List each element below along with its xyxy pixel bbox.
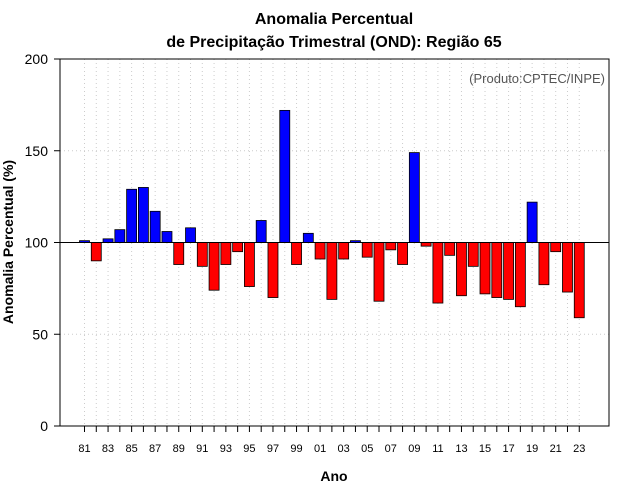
x-tick-label: 01 [314, 443, 326, 455]
x-tick-label: 81 [78, 443, 90, 455]
x-tick-label: 91 [196, 443, 208, 455]
credit-text: (Produto:CPTEC/INPE) [469, 71, 605, 86]
bar-85 [126, 188, 138, 243]
bar-15 [479, 242, 491, 295]
bar-20 [538, 242, 550, 286]
bar-84 [114, 229, 126, 243]
bar-13 [456, 242, 467, 297]
x-tick-label: 09 [408, 443, 420, 455]
bar-94 [232, 242, 244, 253]
bar-21 [550, 242, 562, 253]
bar-92 [208, 242, 220, 291]
x-tick-label: 07 [385, 443, 397, 455]
bar-08 [397, 242, 408, 265]
bar-87 [149, 210, 161, 243]
y-tick-label: 100 [25, 235, 49, 251]
x-tick-label: 19 [526, 443, 538, 455]
x-tick-label: 97 [267, 443, 279, 455]
x-tick-label: 99 [290, 443, 302, 455]
bar-14 [467, 242, 479, 267]
bar-98 [279, 109, 291, 243]
bar-02 [326, 242, 338, 300]
x-tick-label: 89 [173, 443, 185, 455]
x-axis-label: Ano [320, 468, 347, 484]
y-axis-label: Anomalia Percentual (%) [0, 160, 16, 324]
bar-06 [373, 242, 385, 302]
bar-97 [267, 242, 279, 298]
x-tick-label: 05 [361, 443, 373, 455]
bar-88 [161, 231, 173, 243]
bar-12 [444, 242, 456, 256]
x-tick-label: 23 [573, 443, 585, 455]
bar-95 [244, 242, 255, 287]
bar-05 [361, 242, 373, 258]
bar-89 [173, 242, 185, 265]
bar-83 [102, 238, 114, 243]
bar-93 [220, 242, 232, 265]
x-tick-label: 93 [220, 443, 232, 455]
x-tick-label: 11 [432, 443, 443, 455]
bar-96 [255, 220, 267, 243]
y-tick-label: 200 [25, 51, 49, 67]
bar-07 [385, 242, 397, 251]
bar-23 [573, 242, 585, 319]
bar-82 [90, 242, 102, 262]
y-tick-label: 150 [25, 143, 49, 159]
y-tick-label: 0 [40, 418, 48, 434]
bar-90 [185, 227, 196, 243]
y-tick-label: 50 [32, 326, 48, 342]
x-tick-label: 15 [479, 443, 491, 455]
bar-19 [526, 201, 538, 243]
x-tick-label: 85 [125, 443, 137, 455]
bar-99 [291, 242, 302, 265]
bar-91 [196, 242, 208, 267]
y-axis: 0 50 100 150 200 [25, 51, 60, 434]
bar-09 [408, 152, 420, 243]
x-tick-label: 03 [338, 443, 350, 455]
bar-86 [137, 187, 149, 243]
bar-00 [302, 232, 314, 243]
bar-03 [338, 242, 350, 260]
x-tick-label: 17 [502, 443, 514, 455]
chart-title-line2: de Precipitação Trimestral (OND): Região… [166, 34, 501, 51]
x-tick-label: 95 [243, 443, 255, 455]
x-tick-label: 13 [455, 443, 467, 455]
bar-11 [432, 242, 444, 304]
x-tick-label: 87 [149, 443, 161, 455]
bar-01 [314, 242, 326, 260]
bar-22 [562, 242, 573, 293]
x-tick-label: 83 [102, 443, 114, 455]
chart-title-line1: Anomalia Percentual [255, 11, 413, 28]
bar-16 [491, 242, 503, 298]
bars [79, 109, 585, 319]
x-axis: 81 83 85 87 89 91 93 95 97 99 01 03 05 07 09 11 13 15 17 19… [78, 426, 585, 455]
bar-10 [420, 242, 432, 247]
x-tick-label: 21 [550, 443, 562, 455]
bar-18 [514, 242, 526, 308]
bar-17 [503, 242, 514, 300]
